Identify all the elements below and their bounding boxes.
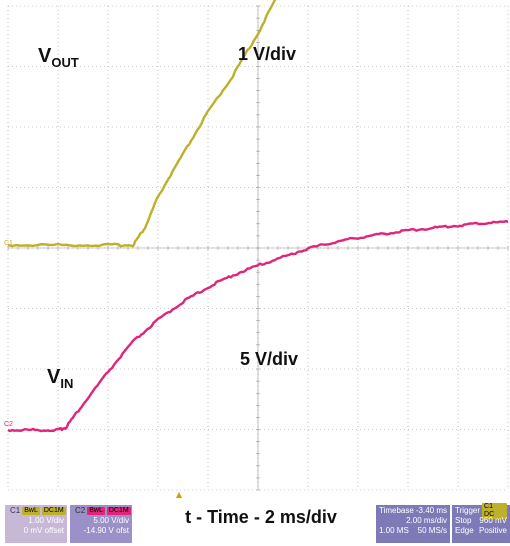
trigger-level: 960 mV [479, 516, 507, 525]
vout-scale-label: 1 V/div [238, 44, 296, 64]
timebase-title: Timebase [379, 505, 414, 515]
waveform-traces [7, 0, 509, 433]
trigger-position-marker [176, 492, 182, 498]
timebase-rate: 2.00 ms/div [406, 516, 447, 525]
trigger-slope: Positive [478, 526, 507, 535]
timebase-info[interactable]: Timebase -3.40 ms 2.00 ms/div 1.00 MS 50… [376, 505, 450, 543]
trigger-info[interactable]: Trigger C1 DC Stop 960 mV Edge Positive [452, 502, 510, 543]
vin-scale-label: 5 V/div [240, 349, 298, 369]
ch2-name: C2 [75, 505, 86, 515]
timebase-samples: 1.00 MS [379, 526, 409, 535]
trigger-title: Trigger [455, 505, 481, 515]
ch2-offset: -14.90 V ofst [83, 526, 129, 535]
ch1-coupling: BwL [22, 506, 40, 515]
c2-ground-marker: C2 [4, 421, 13, 428]
trace-c2 [7, 220, 509, 433]
vout-label: VOUT [38, 45, 79, 70]
trigger-mode: Stop [455, 516, 472, 525]
trace-c1 [7, 0, 277, 248]
ch2-impedance: DC1M [106, 506, 131, 515]
ch2-vdiv: 5.00 V/div [93, 516, 129, 525]
ch1-vdiv: 1.00 V/div [28, 516, 64, 525]
trigger-type: Edge [455, 526, 474, 535]
timebase-delay: -3.40 ms [415, 505, 447, 515]
time-axis-label: t - Time - 2 ms/div [185, 507, 337, 527]
channel-2-info[interactable]: C2 BwL DC1M 5.00 V/div -14.90 V ofst [70, 505, 132, 543]
channel-1-info[interactable]: C1 BwL DC1M 1.00 V/div 0 mV offset [5, 505, 67, 543]
ch1-impedance: DC1M [41, 506, 66, 515]
ch2-coupling: BwL [87, 506, 105, 515]
timebase-sample-rate: 50 MS/s [417, 526, 447, 535]
ch1-offset: 0 mV offset [23, 526, 64, 535]
plot-grid [7, 5, 509, 491]
trigger-source: C1 DC [482, 502, 507, 519]
vin-label: VIN [47, 366, 73, 391]
c1-ground-marker: C1 [4, 240, 13, 247]
ch1-name: C1 [10, 505, 21, 515]
